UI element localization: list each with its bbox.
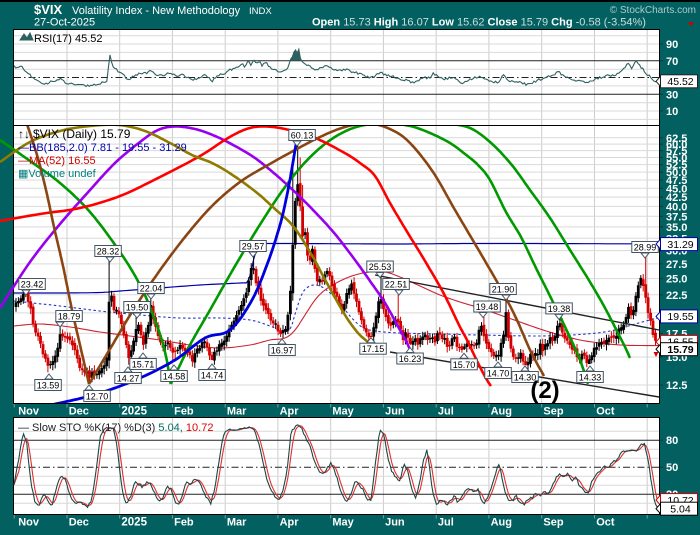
svg-text:Volatility Index - New Methodo: Volatility Index - New Methodology — [72, 5, 241, 17]
svg-text:22.04: 22.04 — [140, 284, 163, 294]
svg-text:May: May — [332, 517, 354, 529]
svg-text:23.42: 23.42 — [21, 280, 44, 290]
svg-text:35.0: 35.0 — [666, 222, 687, 234]
svg-text:22.5: 22.5 — [666, 290, 687, 302]
svg-text:2025: 2025 — [121, 406, 147, 418]
svg-text:14.58: 14.58 — [163, 372, 186, 382]
svg-text:INDX: INDX — [249, 6, 272, 17]
svg-text:25.0: 25.0 — [666, 274, 687, 286]
svg-text:60.13: 60.13 — [291, 131, 314, 141]
svg-text:—MA(52) 16.55: —MA(52) 16.55 — [18, 155, 96, 167]
svg-text:60.0: 60.0 — [666, 139, 687, 151]
svg-text:15.79: 15.79 — [667, 344, 693, 356]
svg-text:31.29: 31.29 — [667, 239, 693, 251]
svg-text:— Slow STO %K(17) %D(3) 5.04,: — Slow STO %K(17) %D(3) 5.04, 10.72 — [18, 422, 213, 434]
svg-text:2025: 2025 — [121, 517, 147, 529]
svg-text:25.53: 25.53 — [369, 262, 392, 272]
svg-text:Open 15.73 High 16.07 Low 15.6: Open 15.73 High 16.07 Low 15.62 Close 15… — [312, 17, 646, 29]
svg-text:14.30: 14.30 — [514, 373, 537, 383]
svg-text:22.51: 22.51 — [385, 280, 408, 290]
svg-text:Jul: Jul — [438, 517, 454, 529]
svg-text:16.97: 16.97 — [271, 346, 294, 356]
svg-text:42.5: 42.5 — [666, 192, 687, 204]
svg-text:45.0: 45.0 — [666, 183, 687, 195]
svg-text:14.33: 14.33 — [579, 373, 602, 383]
svg-text:Sep: Sep — [543, 406, 563, 418]
svg-text:Mar: Mar — [227, 406, 247, 418]
svg-text:Aug: Aug — [491, 406, 512, 418]
svg-text:37.5: 37.5 — [666, 211, 687, 223]
svg-text:47.5: 47.5 — [666, 175, 687, 187]
svg-text:↑↓: ↑↓ — [18, 127, 30, 141]
svg-text:—BB(185,2.0) 7.81 - 19.55 - 31: —BB(185,2.0) 7.81 - 19.55 - 31.29 — [18, 142, 187, 154]
svg-text:19.50: 19.50 — [126, 303, 149, 313]
svg-text:12.70: 12.70 — [86, 392, 109, 402]
svg-text:14.27: 14.27 — [117, 374, 140, 384]
svg-text:50.0: 50.0 — [666, 167, 687, 179]
svg-text:30: 30 — [666, 89, 678, 101]
svg-text:18.79: 18.79 — [58, 312, 81, 322]
svg-text:$VIX: $VIX — [34, 2, 63, 17]
svg-text:70: 70 — [666, 56, 678, 68]
svg-text:16.23: 16.23 — [399, 354, 422, 364]
svg-text:14.74: 14.74 — [201, 371, 224, 381]
svg-text:Sep: Sep — [543, 517, 563, 529]
svg-text:90: 90 — [666, 39, 678, 51]
svg-text:19.48: 19.48 — [476, 302, 499, 312]
svg-text:Nov: Nov — [18, 517, 40, 529]
svg-text:29.57: 29.57 — [242, 242, 265, 252]
svg-text:Aug: Aug — [491, 517, 512, 529]
svg-text:21.90: 21.90 — [492, 285, 515, 295]
svg-text:27.5: 27.5 — [666, 259, 687, 271]
svg-text:Nov: Nov — [18, 406, 40, 418]
svg-text:52.5: 52.5 — [666, 160, 687, 172]
svg-text:19.55: 19.55 — [667, 311, 693, 323]
svg-text:45.52: 45.52 — [667, 76, 693, 88]
svg-text:Dec: Dec — [69, 517, 89, 529]
svg-text:13.59: 13.59 — [37, 381, 60, 391]
svg-text:15.71: 15.71 — [132, 360, 155, 370]
svg-text:55.0: 55.0 — [666, 153, 687, 165]
svg-text:Dec: Dec — [69, 406, 89, 418]
svg-text:May: May — [332, 406, 354, 418]
svg-text:57.5: 57.5 — [666, 146, 687, 158]
svg-text:10: 10 — [666, 106, 678, 118]
svg-text:15.70: 15.70 — [453, 360, 476, 370]
svg-text:$VIX (Daily) 15.79: $VIX (Daily) 15.79 — [33, 127, 131, 141]
svg-text:Oct: Oct — [596, 517, 615, 529]
svg-text:Apr: Apr — [280, 517, 300, 529]
svg-text:17.15: 17.15 — [362, 344, 385, 354]
svg-text:62.5: 62.5 — [666, 133, 687, 145]
svg-text:5.04: 5.04 — [670, 504, 691, 516]
svg-text:12.5: 12.5 — [666, 380, 687, 392]
svg-text:50: 50 — [666, 462, 678, 474]
svg-text:Apr: Apr — [280, 406, 300, 418]
svg-text:28.99: 28.99 — [634, 243, 657, 253]
svg-text:Oct: Oct — [596, 406, 615, 418]
svg-text:Feb: Feb — [174, 517, 194, 529]
svg-text:27-Oct-2025: 27-Oct-2025 — [34, 17, 95, 29]
svg-text:▦Volume undef: ▦Volume undef — [18, 168, 97, 180]
svg-text:Jul: Jul — [438, 406, 454, 418]
svg-text:80: 80 — [666, 435, 678, 447]
svg-text:Jun: Jun — [385, 517, 405, 529]
svg-text:Feb: Feb — [174, 406, 194, 418]
svg-text:Jun: Jun — [385, 406, 405, 418]
svg-text:Mar: Mar — [227, 517, 247, 529]
svg-text:© StockCharts.com: © StockCharts.com — [610, 5, 696, 16]
svg-text:19.38: 19.38 — [548, 304, 571, 314]
svg-text:RSI(17) 45.52: RSI(17) 45.52 — [34, 33, 102, 45]
svg-text:14.70: 14.70 — [487, 369, 510, 379]
svg-text:28.32: 28.32 — [97, 247, 120, 257]
svg-text:40.0: 40.0 — [666, 201, 687, 213]
svg-text:(2): (2) — [530, 377, 559, 404]
